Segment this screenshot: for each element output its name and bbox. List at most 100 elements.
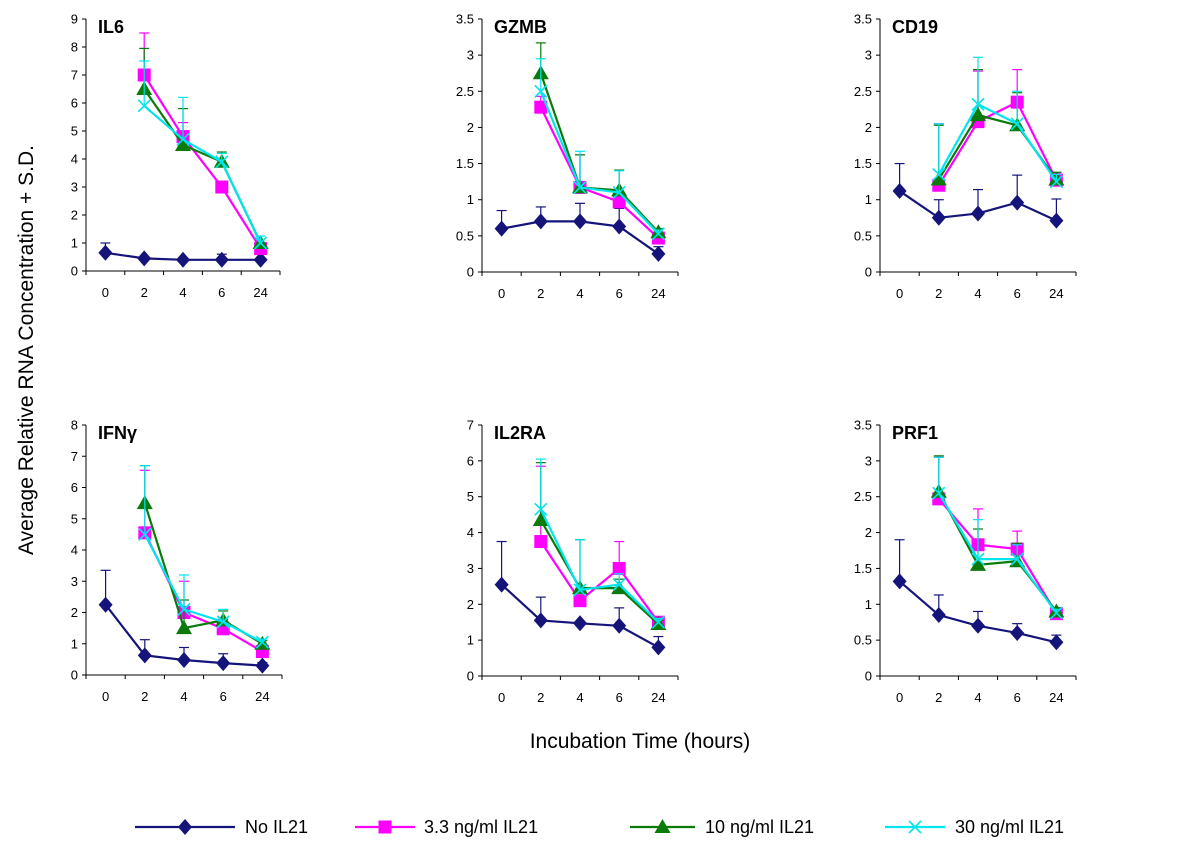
- data-point: [971, 97, 985, 111]
- y-tick-label: 6: [71, 96, 78, 111]
- series-line: [539, 540, 660, 623]
- data-point: [892, 573, 907, 590]
- data-point: [1049, 606, 1063, 620]
- x-tick-label: 6: [1014, 690, 1021, 705]
- series-line: [143, 104, 262, 244]
- data-point: [612, 195, 626, 209]
- x-tick-label: 2: [537, 286, 544, 301]
- panel-title: PRF1: [892, 423, 938, 443]
- y-tick-label: 3.5: [456, 12, 474, 27]
- data-point: [612, 617, 627, 634]
- data-point: [216, 655, 231, 672]
- data-point: [98, 596, 113, 613]
- x-tick-label: 2: [537, 690, 544, 705]
- y-tick-label: 3.5: [854, 418, 872, 433]
- y-tick-label: 0: [71, 264, 78, 279]
- y-tick-label: 2: [467, 120, 474, 135]
- x-tick-label: 24: [1049, 286, 1063, 301]
- y-tick-label: 6: [71, 480, 78, 495]
- y-tick-label: 8: [71, 40, 78, 55]
- data-point: [215, 155, 229, 169]
- data-point: [216, 615, 230, 629]
- x-tick-label: 2: [141, 689, 148, 704]
- data-point: [971, 205, 985, 222]
- y-tick-label: 2.5: [854, 84, 872, 99]
- data-point: [494, 220, 509, 237]
- data-point: [611, 580, 628, 595]
- x-tick-label: 6: [616, 690, 623, 705]
- panel-title: CD19: [892, 17, 938, 37]
- series-line: [143, 502, 263, 645]
- data-point: [573, 583, 587, 597]
- y-tick-label: 0: [467, 669, 474, 684]
- y-tick-label: 6: [467, 453, 474, 468]
- legend: No IL21 3.3 ng/ml IL21 10 ng/ml IL21 30 ng/…: [135, 817, 1064, 837]
- data-point: [971, 617, 985, 634]
- series-3-3-ng-ml-il21: [534, 465, 665, 629]
- data-point: [612, 185, 626, 200]
- series-3-3-ng-ml-il21: [932, 68, 1063, 192]
- data-point: [98, 244, 113, 261]
- legend-item-no-il21: No IL21: [135, 817, 308, 837]
- y-tick-label: 7: [467, 418, 474, 433]
- series-no-il21: [98, 569, 270, 674]
- legend-label: 30 ng/ml IL21: [955, 817, 1064, 837]
- y-tick-label: 3.5: [854, 12, 872, 27]
- legend-marker: [908, 820, 922, 834]
- y-tick-label: 2: [71, 208, 78, 223]
- data-point: [930, 171, 947, 186]
- series-30-ng-ml-il21: [534, 58, 665, 241]
- y-tick-label: 1: [467, 192, 474, 207]
- y-tick-label: 0: [71, 668, 78, 683]
- series-30-ng-ml-il21: [534, 458, 665, 629]
- series-30-ng-ml-il21: [138, 465, 269, 649]
- legend-marker: [178, 819, 192, 835]
- series-3-3-ng-ml-il21: [138, 469, 269, 659]
- y-tick-label: 4: [71, 152, 78, 167]
- data-point: [137, 99, 151, 113]
- series-no-il21: [494, 202, 666, 262]
- data-point: [1049, 212, 1064, 229]
- data-point: [573, 594, 587, 608]
- data-point: [651, 227, 665, 241]
- data-point: [892, 183, 907, 200]
- series-no-il21: [892, 539, 1064, 651]
- y-tick-label: 3: [865, 453, 872, 468]
- data-point: [612, 561, 626, 575]
- y-tick-label: 2: [71, 605, 78, 620]
- data-point: [1010, 624, 1025, 641]
- legend-item-30-ng-ml-il21: 30 ng/ml IL21: [885, 817, 1064, 837]
- series-no-il21: [98, 242, 268, 268]
- data-point: [1010, 117, 1024, 131]
- x-tick-label: 0: [102, 285, 109, 300]
- y-tick-label: 2: [467, 597, 474, 612]
- data-point: [970, 107, 986, 122]
- y-axis-label: Average Relative RNA Concentration + S.D…: [15, 145, 38, 555]
- data-point: [651, 245, 666, 262]
- legend-item-10-ng-ml-il21: 10 ng/ml IL21: [630, 817, 814, 837]
- data-point: [214, 251, 229, 268]
- y-tick-label: 0.5: [854, 633, 872, 648]
- y-tick-label: 0: [865, 669, 872, 684]
- data-point: [1049, 634, 1064, 651]
- series-30-ng-ml-il21: [932, 56, 1063, 189]
- series-30-ng-ml-il21: [932, 456, 1063, 620]
- data-point: [573, 615, 587, 632]
- y-tick-label: 2: [865, 120, 872, 135]
- legend-label: No IL21: [245, 817, 308, 837]
- legend-marker: [654, 819, 671, 833]
- x-tick-label: 6: [616, 286, 623, 301]
- data-point: [215, 180, 229, 194]
- panel-title: GZMB: [494, 17, 547, 37]
- x-tick-label: 0: [498, 690, 505, 705]
- y-tick-label: 1: [467, 633, 474, 648]
- data-point: [137, 647, 152, 664]
- legend-item-3-3-ng-ml-il21: 3.3 ng/ml IL21: [355, 817, 538, 837]
- x-tick-label: 6: [220, 689, 227, 704]
- y-tick-label: 5: [71, 511, 78, 526]
- x-tick-label: 4: [180, 689, 187, 704]
- data-point: [534, 535, 548, 549]
- data-point: [176, 620, 192, 635]
- y-tick-label: 1: [865, 192, 872, 207]
